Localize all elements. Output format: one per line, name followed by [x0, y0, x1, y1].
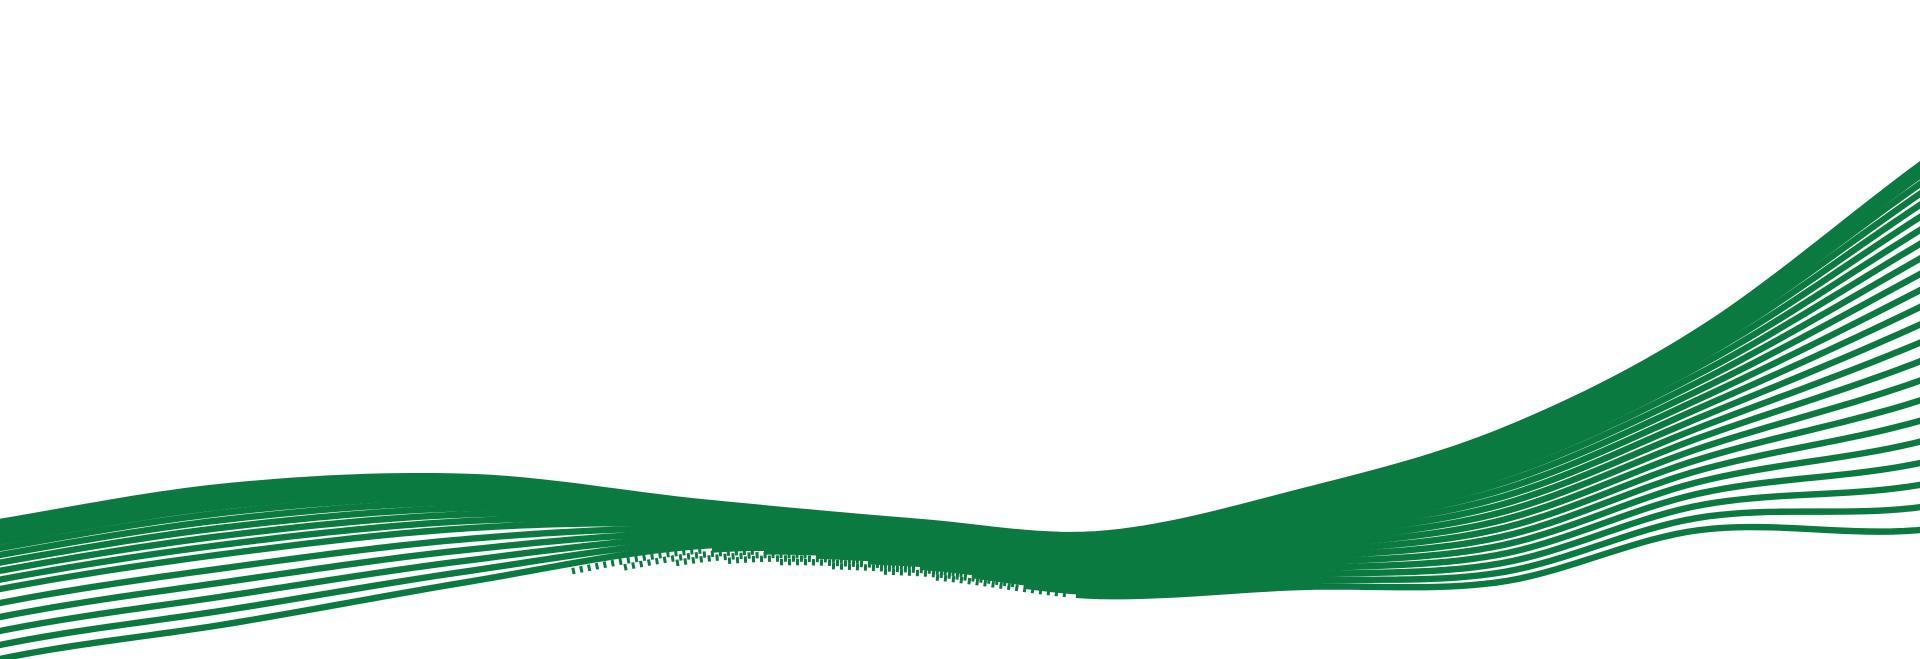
wave-line-fade	[779, 558, 913, 570]
wave-line	[867, 438, 1920, 585]
wave-line-group	[0, 161, 1920, 659]
wave-line	[1075, 523, 1920, 600]
wave-line	[0, 161, 1920, 539]
wave-line-fade	[831, 562, 965, 578]
wave-line-fade	[727, 555, 861, 564]
wave-line	[971, 481, 1920, 592]
wave-line-fade	[623, 548, 757, 571]
wave-line-fade	[675, 551, 809, 567]
wave-line	[1023, 503, 1920, 596]
wave-line	[919, 459, 1920, 589]
wave-line-fade	[883, 568, 1017, 588]
wave-line-fade	[935, 574, 1069, 598]
